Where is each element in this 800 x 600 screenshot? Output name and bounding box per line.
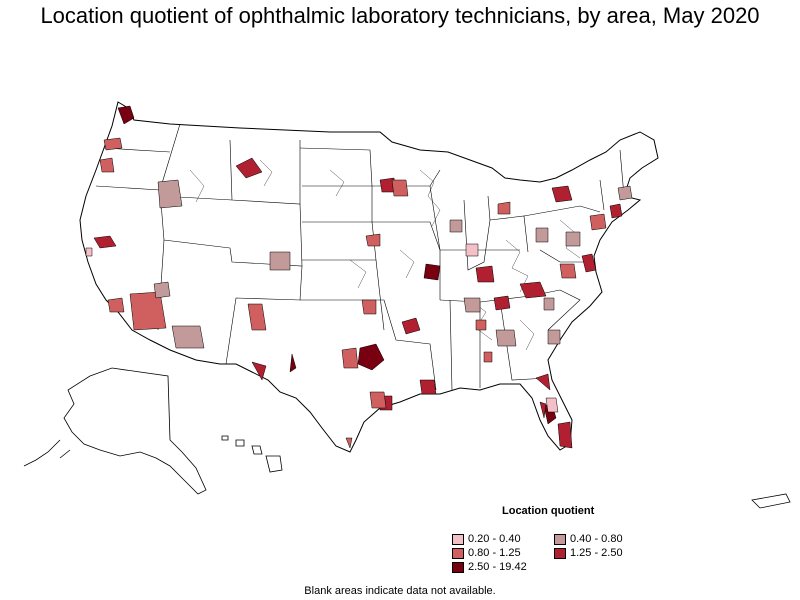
legend-swatch — [452, 561, 464, 573]
alaska-islands — [23, 439, 71, 467]
map-title: Location quotient of ophthalmic laborato… — [40, 3, 760, 28]
areas-0.40-0.80 — [153, 179, 633, 349]
legend-swatch — [452, 547, 464, 559]
legend-swatch — [554, 547, 566, 559]
puerto-rico-outline — [751, 493, 791, 509]
footnote: Blank areas indicate data not available. — [304, 585, 496, 597]
areas-2.50-19.42 — [117, 105, 557, 425]
legend-swatch — [554, 533, 566, 545]
legend-item-1.25-2.50: 1.25 - 2.50 — [554, 547, 623, 559]
legend-item-2.50-19.42: 2.50 - 19.42 — [452, 561, 527, 573]
areas-0.20-0.40 — [85, 243, 559, 413]
legend-title: Location quotient — [502, 505, 595, 517]
legend-label: 0.80 - 1.25 — [468, 547, 521, 559]
legend-item-0.20-0.40: 0.20 - 0.40 — [452, 533, 521, 545]
legend-item-0.40-0.80: 0.40 - 0.80 — [554, 533, 623, 545]
legend-item-0.80-1.25: 0.80 - 1.25 — [452, 547, 521, 559]
colored-areas — [85, 105, 633, 449]
legend-label: 0.20 - 0.40 — [468, 533, 521, 545]
hawaii-islands — [221, 435, 283, 473]
alaska-outline — [63, 367, 207, 495]
areas-0.80-1.25 — [99, 137, 607, 449]
legend-label: 0.40 - 0.80 — [570, 533, 623, 545]
legend-label: 1.25 - 2.50 — [570, 547, 623, 559]
legend-label: 2.50 - 19.42 — [468, 561, 527, 573]
legend-swatch — [452, 533, 464, 545]
